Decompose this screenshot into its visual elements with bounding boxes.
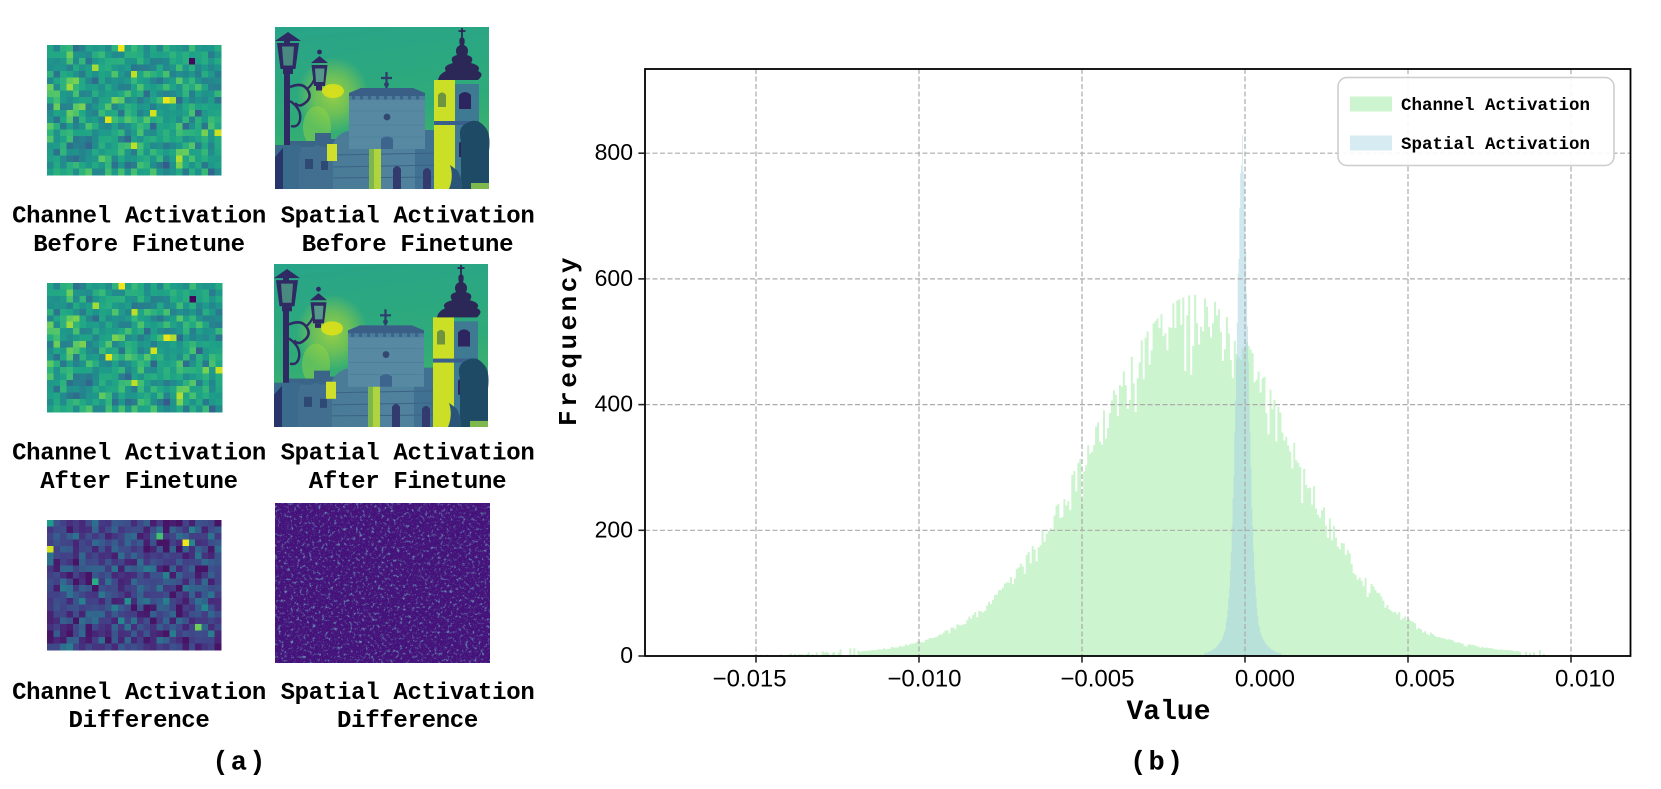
svg-text:Spatial Activation: Spatial Activation: [281, 440, 535, 467]
svg-text:Difference: Difference: [337, 708, 478, 735]
svg-text:Channel Activation: Channel Activation: [12, 680, 266, 707]
svg-text:Before Finetune: Before Finetune: [33, 232, 245, 259]
svg-text:400: 400: [595, 391, 633, 417]
svg-text:Spatial Activation: Spatial Activation: [1401, 135, 1590, 155]
svg-text:−0.005: −0.005: [1060, 666, 1134, 693]
svg-text:600: 600: [595, 265, 633, 291]
svg-text:0.005: 0.005: [1395, 666, 1455, 693]
svg-text:Value: Value: [1126, 697, 1210, 728]
svg-text:0.000: 0.000: [1235, 666, 1295, 693]
svg-text:Before Finetune: Before Finetune: [302, 232, 514, 259]
svg-text:Difference: Difference: [68, 708, 209, 735]
svg-text:Channel Activation: Channel Activation: [12, 440, 266, 467]
svg-text:800: 800: [595, 139, 633, 165]
svg-text:Frequency: Frequency: [554, 254, 584, 426]
svg-text:Spatial Activation: Spatial Activation: [281, 203, 535, 230]
svg-text:200: 200: [595, 516, 633, 542]
svg-text:After Finetune: After Finetune: [309, 469, 506, 496]
svg-text:0.010: 0.010: [1555, 666, 1615, 693]
svg-text:(a): (a): [212, 749, 267, 779]
svg-text:Spatial Activation: Spatial Activation: [281, 680, 535, 707]
svg-text:Channel Activation: Channel Activation: [12, 203, 266, 230]
svg-text:−0.015: −0.015: [713, 666, 787, 693]
svg-text:(b): (b): [1130, 749, 1185, 779]
svg-text:Channel Activation: Channel Activation: [1401, 96, 1590, 116]
svg-text:0: 0: [620, 642, 633, 668]
svg-text:−0.010: −0.010: [887, 666, 961, 693]
svg-text:After Finetune: After Finetune: [40, 469, 237, 496]
